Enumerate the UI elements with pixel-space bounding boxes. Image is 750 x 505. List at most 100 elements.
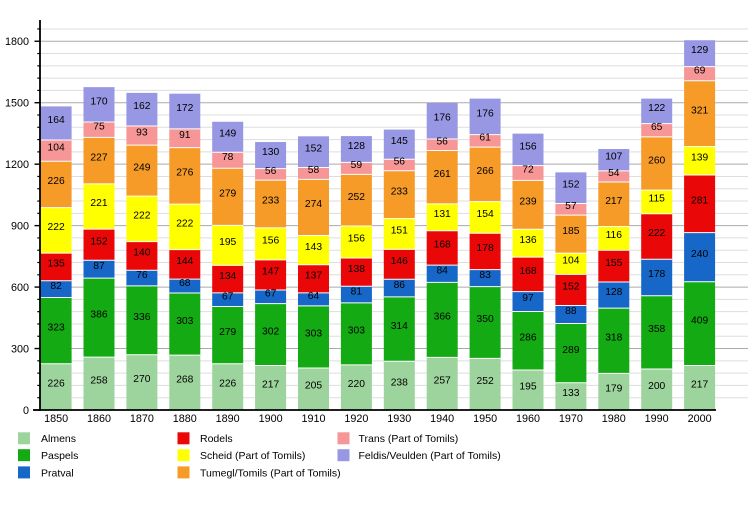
svg-text:257: 257: [434, 375, 451, 386]
svg-text:274: 274: [305, 199, 322, 210]
svg-text:Tumegl/Tomils (Part of Tomils): Tumegl/Tomils (Part of Tomils): [200, 467, 341, 479]
svg-text:1980: 1980: [602, 413, 626, 425]
svg-text:130: 130: [262, 147, 279, 158]
svg-text:69: 69: [694, 65, 706, 76]
svg-text:75: 75: [93, 121, 105, 132]
svg-text:122: 122: [648, 103, 665, 114]
svg-text:172: 172: [176, 103, 193, 114]
svg-text:145: 145: [391, 136, 408, 147]
svg-text:1910: 1910: [301, 413, 325, 425]
svg-text:149: 149: [219, 129, 236, 140]
svg-text:143: 143: [305, 242, 322, 253]
svg-text:56: 56: [436, 136, 448, 147]
svg-text:226: 226: [219, 379, 236, 390]
svg-text:152: 152: [305, 144, 322, 155]
svg-text:Trans (Part of Tomils): Trans (Part of Tomils): [359, 433, 459, 445]
svg-text:88: 88: [565, 306, 577, 317]
svg-text:195: 195: [519, 382, 536, 393]
svg-text:140: 140: [133, 248, 150, 259]
svg-text:233: 233: [262, 196, 279, 207]
svg-text:135: 135: [48, 259, 65, 270]
svg-text:276: 276: [176, 168, 193, 179]
svg-text:303: 303: [176, 316, 193, 327]
svg-text:164: 164: [48, 115, 65, 126]
svg-text:222: 222: [648, 228, 665, 239]
svg-text:76: 76: [136, 270, 148, 281]
svg-text:220: 220: [348, 379, 365, 390]
svg-text:64: 64: [308, 291, 320, 302]
svg-text:152: 152: [90, 236, 107, 247]
svg-text:195: 195: [219, 237, 236, 248]
svg-text:58: 58: [308, 165, 320, 176]
svg-text:91: 91: [179, 130, 191, 141]
svg-text:54: 54: [608, 168, 620, 179]
svg-text:176: 176: [477, 108, 494, 119]
svg-text:59: 59: [351, 160, 363, 171]
svg-text:286: 286: [519, 332, 536, 343]
svg-text:170: 170: [90, 96, 107, 107]
svg-text:133: 133: [562, 388, 579, 399]
svg-text:67: 67: [222, 291, 234, 302]
svg-text:97: 97: [522, 293, 534, 304]
svg-text:178: 178: [477, 243, 494, 254]
svg-text:87: 87: [93, 261, 105, 272]
svg-text:1920: 1920: [344, 413, 368, 425]
svg-text:1940: 1940: [430, 413, 454, 425]
svg-text:233: 233: [391, 186, 408, 197]
svg-text:Almens: Almens: [41, 433, 76, 445]
svg-text:138: 138: [348, 264, 365, 275]
svg-text:1860: 1860: [87, 413, 111, 425]
svg-text:156: 156: [519, 141, 536, 152]
svg-text:1970: 1970: [559, 413, 583, 425]
svg-text:1890: 1890: [216, 413, 240, 425]
svg-text:266: 266: [477, 166, 494, 177]
svg-text:222: 222: [176, 219, 193, 230]
svg-text:289: 289: [562, 345, 579, 356]
svg-text:67: 67: [265, 289, 277, 300]
svg-text:249: 249: [133, 162, 150, 173]
svg-text:409: 409: [691, 315, 708, 326]
svg-text:303: 303: [305, 329, 322, 340]
svg-text:1850: 1850: [44, 413, 68, 425]
svg-text:128: 128: [605, 287, 622, 298]
svg-text:93: 93: [136, 127, 148, 138]
svg-text:139: 139: [691, 152, 708, 163]
svg-text:1950: 1950: [473, 413, 497, 425]
svg-text:205: 205: [305, 381, 322, 392]
svg-text:168: 168: [519, 266, 536, 277]
svg-text:261: 261: [434, 169, 451, 180]
svg-text:217: 217: [262, 379, 279, 390]
svg-text:302: 302: [262, 326, 279, 337]
svg-text:Pratval: Pratval: [41, 467, 74, 479]
svg-text:178: 178: [648, 269, 665, 280]
svg-text:200: 200: [648, 381, 665, 392]
svg-text:279: 279: [219, 327, 236, 338]
svg-text:221: 221: [90, 198, 107, 209]
svg-text:240: 240: [691, 249, 708, 260]
svg-text:270: 270: [133, 374, 150, 385]
svg-text:281: 281: [691, 196, 708, 207]
svg-text:222: 222: [48, 222, 65, 233]
svg-text:179: 179: [605, 383, 622, 394]
svg-text:156: 156: [262, 236, 279, 247]
svg-text:386: 386: [90, 309, 107, 320]
svg-text:258: 258: [90, 375, 107, 386]
svg-text:1900: 1900: [259, 413, 283, 425]
svg-text:115: 115: [648, 194, 665, 205]
svg-text:128: 128: [348, 141, 365, 152]
svg-text:323: 323: [48, 322, 65, 333]
svg-text:2000: 2000: [688, 413, 712, 425]
svg-text:152: 152: [562, 180, 579, 191]
svg-text:Feldis/Veulden (Part of Tomils: Feldis/Veulden (Part of Tomils): [359, 450, 501, 462]
svg-text:314: 314: [391, 321, 408, 332]
svg-text:129: 129: [691, 45, 708, 56]
svg-text:136: 136: [519, 235, 536, 246]
svg-text:222: 222: [133, 211, 150, 222]
svg-text:65: 65: [651, 122, 663, 133]
svg-text:217: 217: [691, 379, 708, 390]
svg-text:84: 84: [436, 265, 448, 276]
svg-text:81: 81: [351, 286, 363, 297]
svg-text:Rodels: Rodels: [200, 433, 233, 445]
svg-text:144: 144: [176, 256, 193, 267]
svg-text:155: 155: [605, 258, 622, 269]
